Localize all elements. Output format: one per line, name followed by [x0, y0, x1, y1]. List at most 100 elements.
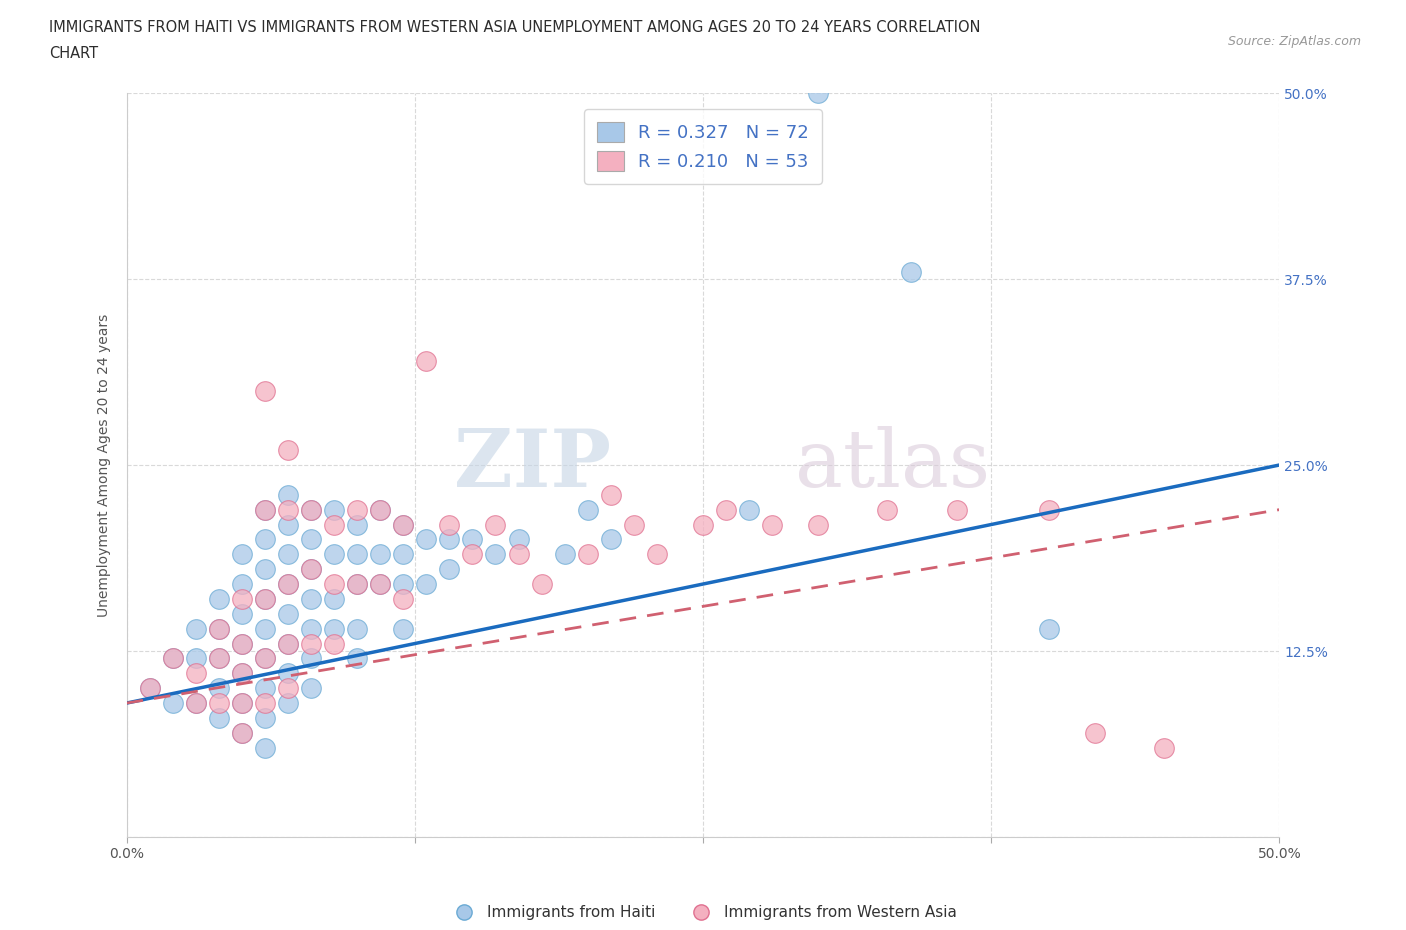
Point	[253, 532, 276, 547]
Point	[346, 517, 368, 532]
Point	[253, 562, 276, 577]
Point	[692, 517, 714, 532]
Point	[623, 517, 645, 532]
Point	[392, 547, 415, 562]
Point	[323, 517, 346, 532]
Point	[484, 547, 506, 562]
Point	[231, 696, 253, 711]
Point	[138, 681, 160, 696]
Point	[253, 696, 276, 711]
Point	[231, 606, 253, 621]
Point	[323, 636, 346, 651]
Point	[162, 696, 184, 711]
Point	[277, 636, 299, 651]
Point	[253, 383, 276, 398]
Point	[299, 651, 322, 666]
Point	[761, 517, 783, 532]
Point	[253, 651, 276, 666]
Point	[184, 696, 207, 711]
Point	[461, 547, 484, 562]
Point	[253, 591, 276, 606]
Point	[508, 547, 530, 562]
Point	[807, 517, 830, 532]
Point	[231, 666, 253, 681]
Point	[299, 591, 322, 606]
Point	[253, 711, 276, 725]
Point	[346, 621, 368, 636]
Point	[299, 502, 322, 517]
Point	[253, 621, 276, 636]
Point	[299, 621, 322, 636]
Point	[1084, 725, 1107, 740]
Point	[1153, 740, 1175, 755]
Point	[231, 636, 253, 651]
Point	[599, 487, 621, 502]
Point	[392, 591, 415, 606]
Point	[415, 577, 437, 591]
Point	[162, 651, 184, 666]
Point	[346, 577, 368, 591]
Point	[346, 502, 368, 517]
Point	[184, 696, 207, 711]
Point	[277, 517, 299, 532]
Point	[368, 547, 391, 562]
Point	[508, 532, 530, 547]
Text: Source: ZipAtlas.com: Source: ZipAtlas.com	[1227, 35, 1361, 48]
Point	[299, 532, 322, 547]
Point	[599, 532, 621, 547]
Point	[277, 577, 299, 591]
Point	[439, 562, 461, 577]
Point	[530, 577, 553, 591]
Point	[277, 547, 299, 562]
Text: ZIP: ZIP	[454, 426, 610, 504]
Point	[323, 502, 346, 517]
Point	[439, 532, 461, 547]
Point	[184, 651, 207, 666]
Text: CHART: CHART	[49, 46, 98, 61]
Point	[208, 681, 231, 696]
Point	[277, 577, 299, 591]
Point	[738, 502, 761, 517]
Point	[208, 711, 231, 725]
Point	[392, 577, 415, 591]
Point	[415, 353, 437, 368]
Point	[208, 591, 231, 606]
Point	[1038, 502, 1060, 517]
Point	[184, 621, 207, 636]
Point	[277, 681, 299, 696]
Y-axis label: Unemployment Among Ages 20 to 24 years: Unemployment Among Ages 20 to 24 years	[97, 313, 111, 617]
Point	[368, 502, 391, 517]
Point	[277, 666, 299, 681]
Point	[253, 502, 276, 517]
Legend: Immigrants from Haiti, Immigrants from Western Asia: Immigrants from Haiti, Immigrants from W…	[443, 899, 963, 926]
Point	[208, 621, 231, 636]
Point	[392, 621, 415, 636]
Point	[277, 696, 299, 711]
Point	[231, 725, 253, 740]
Point	[900, 264, 922, 279]
Point	[1038, 621, 1060, 636]
Point	[277, 606, 299, 621]
Point	[323, 591, 346, 606]
Point	[323, 577, 346, 591]
Point	[714, 502, 737, 517]
Point	[299, 681, 322, 696]
Point	[299, 502, 322, 517]
Point	[876, 502, 898, 517]
Point	[945, 502, 967, 517]
Point	[346, 547, 368, 562]
Point	[208, 651, 231, 666]
Point	[277, 487, 299, 502]
Point	[392, 517, 415, 532]
Point	[253, 502, 276, 517]
Point	[439, 517, 461, 532]
Point	[208, 696, 231, 711]
Point	[323, 547, 346, 562]
Point	[253, 681, 276, 696]
Point	[346, 577, 368, 591]
Point	[576, 547, 599, 562]
Point	[461, 532, 484, 547]
Point	[807, 86, 830, 100]
Point	[231, 696, 253, 711]
Point	[231, 725, 253, 740]
